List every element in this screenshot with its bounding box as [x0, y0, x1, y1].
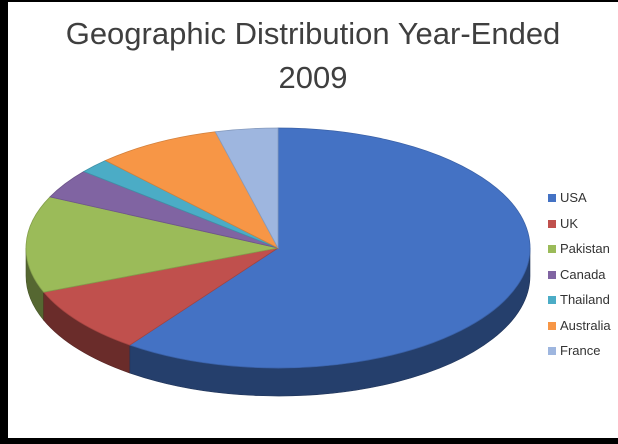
legend-swatch-uk [548, 219, 556, 228]
chart-title-line-2: 2009 [278, 60, 348, 95]
legend-swatch-usa [548, 194, 556, 202]
pie-slice-australia [104, 131, 279, 249]
pie-slice-uk [42, 247, 279, 346]
chart-title-line-1: Geographic Distribution Year-Ended [65, 16, 561, 51]
legend-label-pakistan: Pakistan [560, 241, 610, 256]
pie-chart [25, 127, 531, 397]
legend-swatch-australia [548, 321, 556, 330]
legend-label-australia: Australia [560, 317, 611, 333]
legend-label-canada: Canada [560, 266, 606, 282]
legend-swatch-pakistan [548, 245, 556, 253]
legend-swatch-thailand [548, 296, 556, 304]
legend-swatch-canada [548, 270, 556, 279]
legend-swatch-france [548, 347, 556, 355]
chart-panel: Geographic Distribution Year-Ended 2009 … [8, 2, 618, 438]
pie-slice-pakistan [25, 196, 279, 293]
pie-slice-usa [128, 127, 531, 369]
pie-slice-france [214, 127, 279, 249]
legend-label-france: France [560, 343, 601, 358]
legend-label-uk: UK [560, 215, 579, 231]
chart-title: Geographic Distribution Year-Ended 2009 [8, 12, 618, 100]
legend-label-usa: USA [560, 190, 587, 205]
legend-label-thailand: Thailand [560, 292, 610, 307]
